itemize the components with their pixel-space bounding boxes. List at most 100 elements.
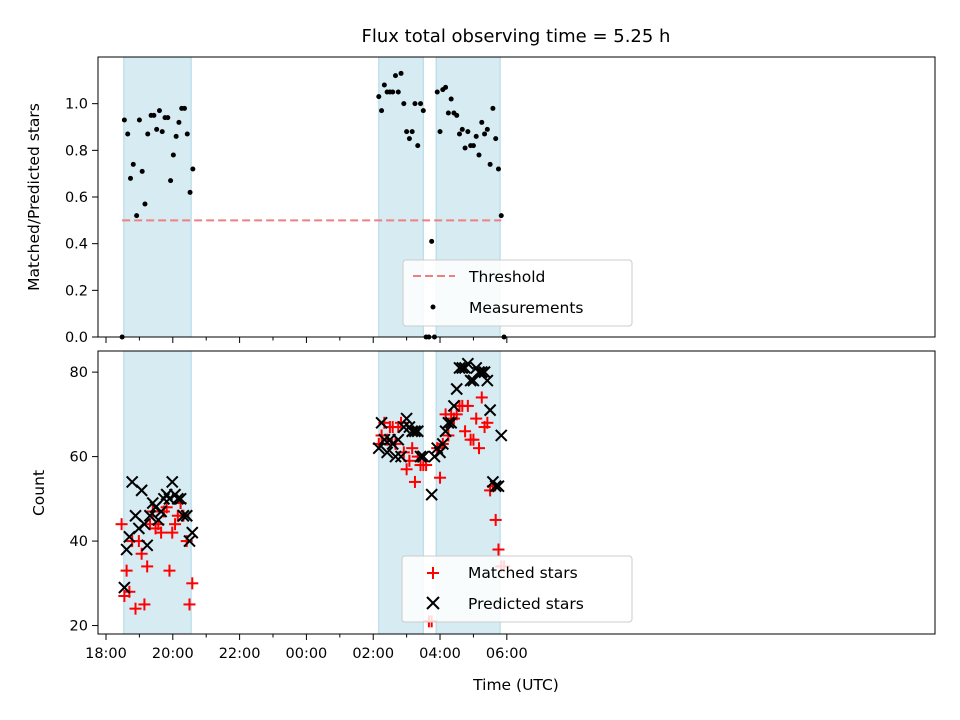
predicted-star-point [444, 416, 458, 430]
predicted-star-point [481, 374, 494, 387]
predicted-star-point [461, 357, 475, 370]
predicted-star-point [392, 433, 405, 446]
matched-star-point [186, 577, 199, 590]
measurement-point [165, 115, 171, 121]
measurement-point [457, 131, 463, 137]
bottom-legend: Matched stars Predicted stars [401, 555, 633, 623]
top-y-tick-label: 0.8 [65, 143, 88, 159]
measurement-point [473, 133, 479, 139]
bottom-y-tick-label: 60 [70, 450, 88, 466]
matched-star-point [475, 391, 488, 404]
measurement-point [390, 89, 396, 95]
matched-star-point [472, 442, 485, 455]
ratio-panel: 0.0 0.2 0.4 0.6 0.8 1.0 Flux total observing … [25, 26, 936, 346]
bottom-axes-frame [97, 350, 936, 635]
x-tick-label: 18:00 [85, 646, 127, 662]
matched-star-point [141, 560, 154, 573]
measurement-point [476, 152, 482, 158]
measurement-point [462, 145, 468, 151]
top-legend-box [402, 259, 633, 327]
measurement-point [406, 136, 412, 142]
top-y-ticks: 0.0 0.2 0.4 0.6 0.8 1.0 [65, 97, 98, 346]
predicted-star-point [417, 450, 430, 463]
measurement-point [181, 105, 187, 111]
x-tick-label: 04:00 [419, 646, 461, 662]
measurement-point [448, 96, 454, 102]
measurement-points [119, 70, 507, 340]
measurement-point [151, 112, 157, 118]
x-axis-label: Time (UTC) [472, 676, 559, 694]
bottom-y-tick-label: 40 [70, 534, 88, 550]
legend-matched-swatch [427, 567, 439, 579]
bottom-y-tick-label: 80 [70, 365, 88, 381]
predicted-star-point [425, 488, 438, 501]
measurement-point [495, 166, 501, 172]
top-x-ticks [105, 337, 508, 343]
measurement-point [418, 101, 424, 107]
predicted-star-point [152, 513, 165, 527]
measurement-point [429, 238, 435, 244]
measurement-point [379, 108, 385, 114]
bottom-y-tick-label: 20 [70, 619, 88, 635]
measurement-point [139, 168, 145, 174]
predicted-star-point [120, 543, 133, 556]
chart-title: Flux total observing time = 5.25 h [362, 26, 671, 47]
measurement-point [392, 73, 398, 79]
measurement-point [493, 136, 499, 142]
matched-star-point [155, 526, 168, 539]
measurement-point [398, 70, 404, 76]
measurement-point [487, 161, 493, 167]
predicted-star-point [478, 365, 491, 379]
top-y-axis-label: Matched/Predicted stars [25, 103, 43, 291]
legend-predicted-swatch [426, 596, 440, 610]
measurement-point [415, 143, 421, 149]
predicted-star-point [408, 425, 422, 438]
matched-star-point [400, 463, 413, 476]
measurement-point [412, 101, 418, 107]
legend-measurements-swatch [430, 304, 436, 310]
predicted-star-point [372, 441, 385, 455]
x-tick-label: 02:00 [352, 646, 394, 662]
measurement-point [454, 112, 460, 118]
legend-measurements-label: Measurements [469, 299, 584, 317]
top-y-tick-label: 0.2 [65, 283, 88, 299]
predicted-star-point [380, 446, 394, 459]
matched-star-point [169, 518, 182, 531]
matched-star-point [470, 412, 483, 425]
matched-star-point [492, 543, 505, 556]
predicted-star-point [140, 539, 154, 552]
predicted-star-point [177, 509, 190, 522]
predicted-star-point [375, 416, 388, 430]
matched-star-point [408, 475, 421, 488]
predicted-stars-points [118, 357, 508, 594]
matched-star-point [138, 598, 151, 611]
matched-star-point [120, 564, 133, 577]
x-tick-label: 22:00 [219, 646, 261, 662]
measurement-point [395, 89, 401, 95]
matched-star-point [461, 399, 474, 412]
predicted-star-point [186, 526, 199, 539]
predicted-star-point [400, 412, 413, 425]
predicted-star-point [135, 484, 148, 497]
measurement-point [465, 129, 471, 135]
predicted-star-point [483, 403, 497, 417]
count-panel: 20 40 60 80 18:00 20:00 22:00 00:00 02:00 04:00 0… [30, 350, 936, 694]
predicted-star-point [414, 450, 427, 463]
measurement-point [479, 119, 485, 125]
measurement-point [125, 131, 131, 137]
predicted-star-point [174, 492, 187, 506]
x-tick-label: 20:00 [152, 646, 194, 662]
predicted-star-point [143, 509, 157, 522]
matched-star-point [459, 425, 472, 438]
top-y-tick-label: 0.4 [65, 237, 88, 253]
measurement-point [404, 129, 410, 135]
measurement-point [459, 126, 465, 132]
top-legend: Threshold Measurements [402, 259, 633, 327]
measurement-point [401, 101, 407, 107]
x-tick-label: 00:00 [286, 646, 328, 662]
matched-star-point [129, 602, 142, 615]
predicted-star-point [489, 479, 502, 493]
bottom-y-ticks: 20 40 60 80 [70, 365, 98, 635]
measurement-point [434, 89, 440, 95]
